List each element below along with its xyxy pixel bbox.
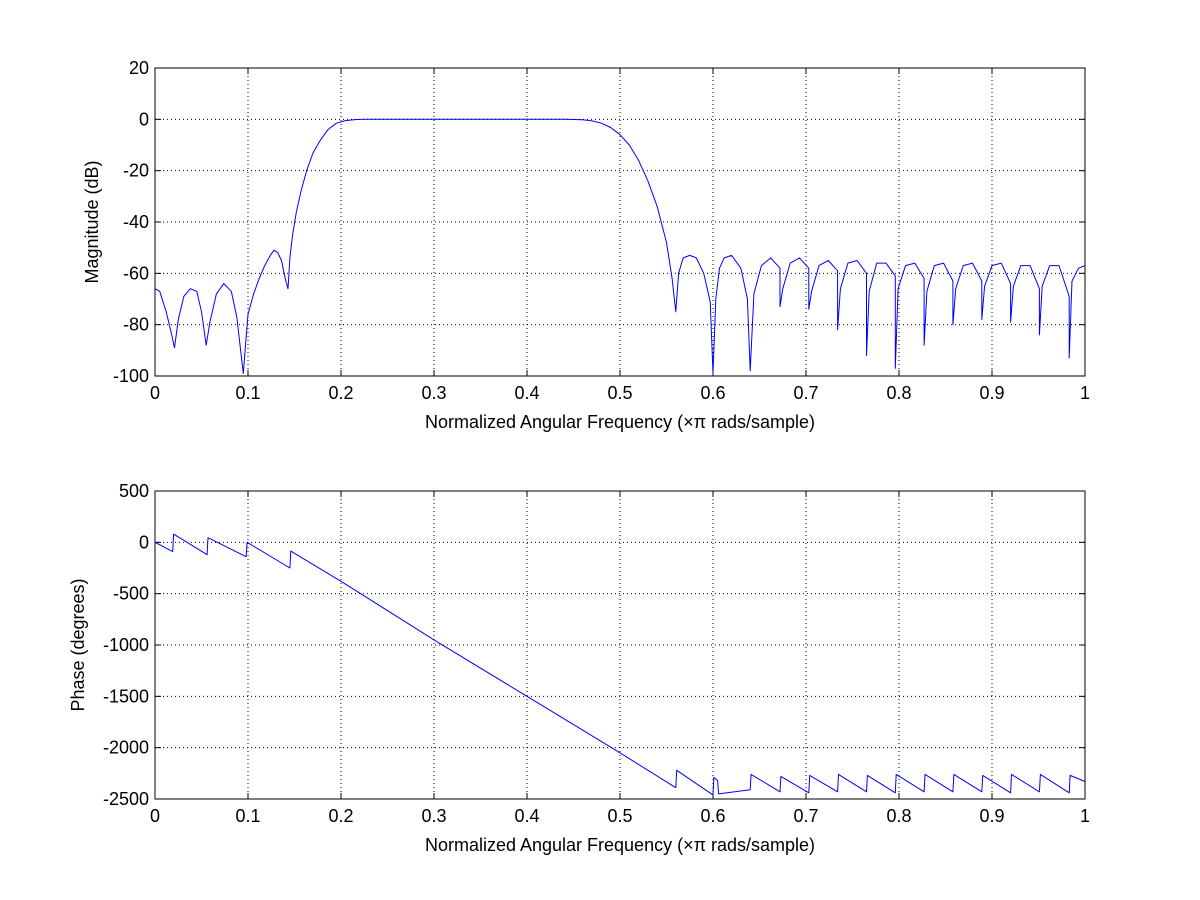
- phase-x-tick-label: 0.1: [235, 806, 260, 826]
- phase-y-tick-label: -2500: [103, 789, 149, 809]
- phase-x-tick-label: 0.2: [328, 806, 353, 826]
- magnitude-ticks: 0 0.1 0.2 0.3 0.4 0.5 0.6 0.7 0.8 0.9 1 20 0 -20 -40 -6…: [113, 58, 1090, 403]
- magnitude-series: [154, 118, 1086, 374]
- magnitude-y-tick-label: 0: [139, 109, 149, 129]
- magnitude-panel: 0 0.1 0.2 0.3 0.4 0.5 0.6 0.7 0.8 0.9 1 20 0 -20 -40 -6…: [82, 58, 1090, 432]
- magnitude-y-tick-label: 20: [129, 58, 149, 78]
- magnitude-y-tick-label: -100: [113, 366, 149, 386]
- magnitude-x-tick-label: 0.9: [979, 383, 1004, 403]
- magnitude-x-axis-label: Normalized Angular Frequency (×π rads/sa…: [425, 412, 815, 432]
- phase-ticks: 0 0.1 0.2 0.3 0.4 0.5 0.6 0.7 0.8 0.9 1 500 0 -500 -10…: [103, 481, 1090, 826]
- magnitude-x-tick-label: 0.7: [793, 383, 818, 403]
- phase-x-tick-label: 0: [150, 806, 160, 826]
- magnitude-x-tick-label: 0.1: [235, 383, 260, 403]
- magnitude-y-tick-label: -40: [123, 212, 149, 232]
- phase-x-axis-label: Normalized Angular Frequency (×π rads/sa…: [425, 835, 815, 855]
- phase-y-tick-label: -500: [113, 584, 149, 604]
- magnitude-grid: [155, 68, 1085, 376]
- phase-x-tick-label: 0.9: [979, 806, 1004, 826]
- magnitude-x-tick-label: 0.5: [607, 383, 632, 403]
- magnitude-series-line: [154, 118, 1086, 374]
- magnitude-x-tick-label: 0.6: [700, 383, 725, 403]
- phase-x-tick-label: 0.3: [421, 806, 446, 826]
- phase-x-tick-label: 0.8: [886, 806, 911, 826]
- phase-y-tick-label: -1000: [103, 635, 149, 655]
- phase-x-tick-label: 0.6: [700, 806, 725, 826]
- phase-y-tick-label: -2000: [103, 738, 149, 758]
- magnitude-x-tick-label: 0: [150, 383, 160, 403]
- phase-y-axis-label: Phase (degrees): [68, 578, 88, 711]
- magnitude-x-tick-label: 0.3: [421, 383, 446, 403]
- magnitude-y-tick-label: -20: [123, 161, 149, 181]
- phase-series: [154, 533, 1086, 796]
- magnitude-x-tick-label: 0.2: [328, 383, 353, 403]
- phase-x-tick-label: 0.5: [607, 806, 632, 826]
- phase-series-line: [154, 533, 1086, 796]
- magnitude-y-tick-label: -80: [123, 315, 149, 335]
- magnitude-x-tick-label: 0.8: [886, 383, 911, 403]
- magnitude-x-tick-label: 1: [1080, 383, 1090, 403]
- phase-panel: 0 0.1 0.2 0.3 0.4 0.5 0.6 0.7 0.8 0.9 1 500 0 -500 -10…: [68, 481, 1090, 855]
- phase-x-tick-label: 1: [1080, 806, 1090, 826]
- magnitude-y-tick-label: -60: [123, 263, 149, 283]
- phase-grid: [155, 491, 1085, 799]
- phase-y-tick-label: -1500: [103, 686, 149, 706]
- magnitude-y-axis-label: Magnitude (dB): [82, 160, 102, 283]
- phase-y-tick-label: 0: [139, 532, 149, 552]
- phase-y-tick-label: 500: [119, 481, 149, 501]
- phase-x-tick-label: 0.4: [514, 806, 539, 826]
- phase-x-tick-label: 0.7: [793, 806, 818, 826]
- magnitude-x-tick-label: 0.4: [514, 383, 539, 403]
